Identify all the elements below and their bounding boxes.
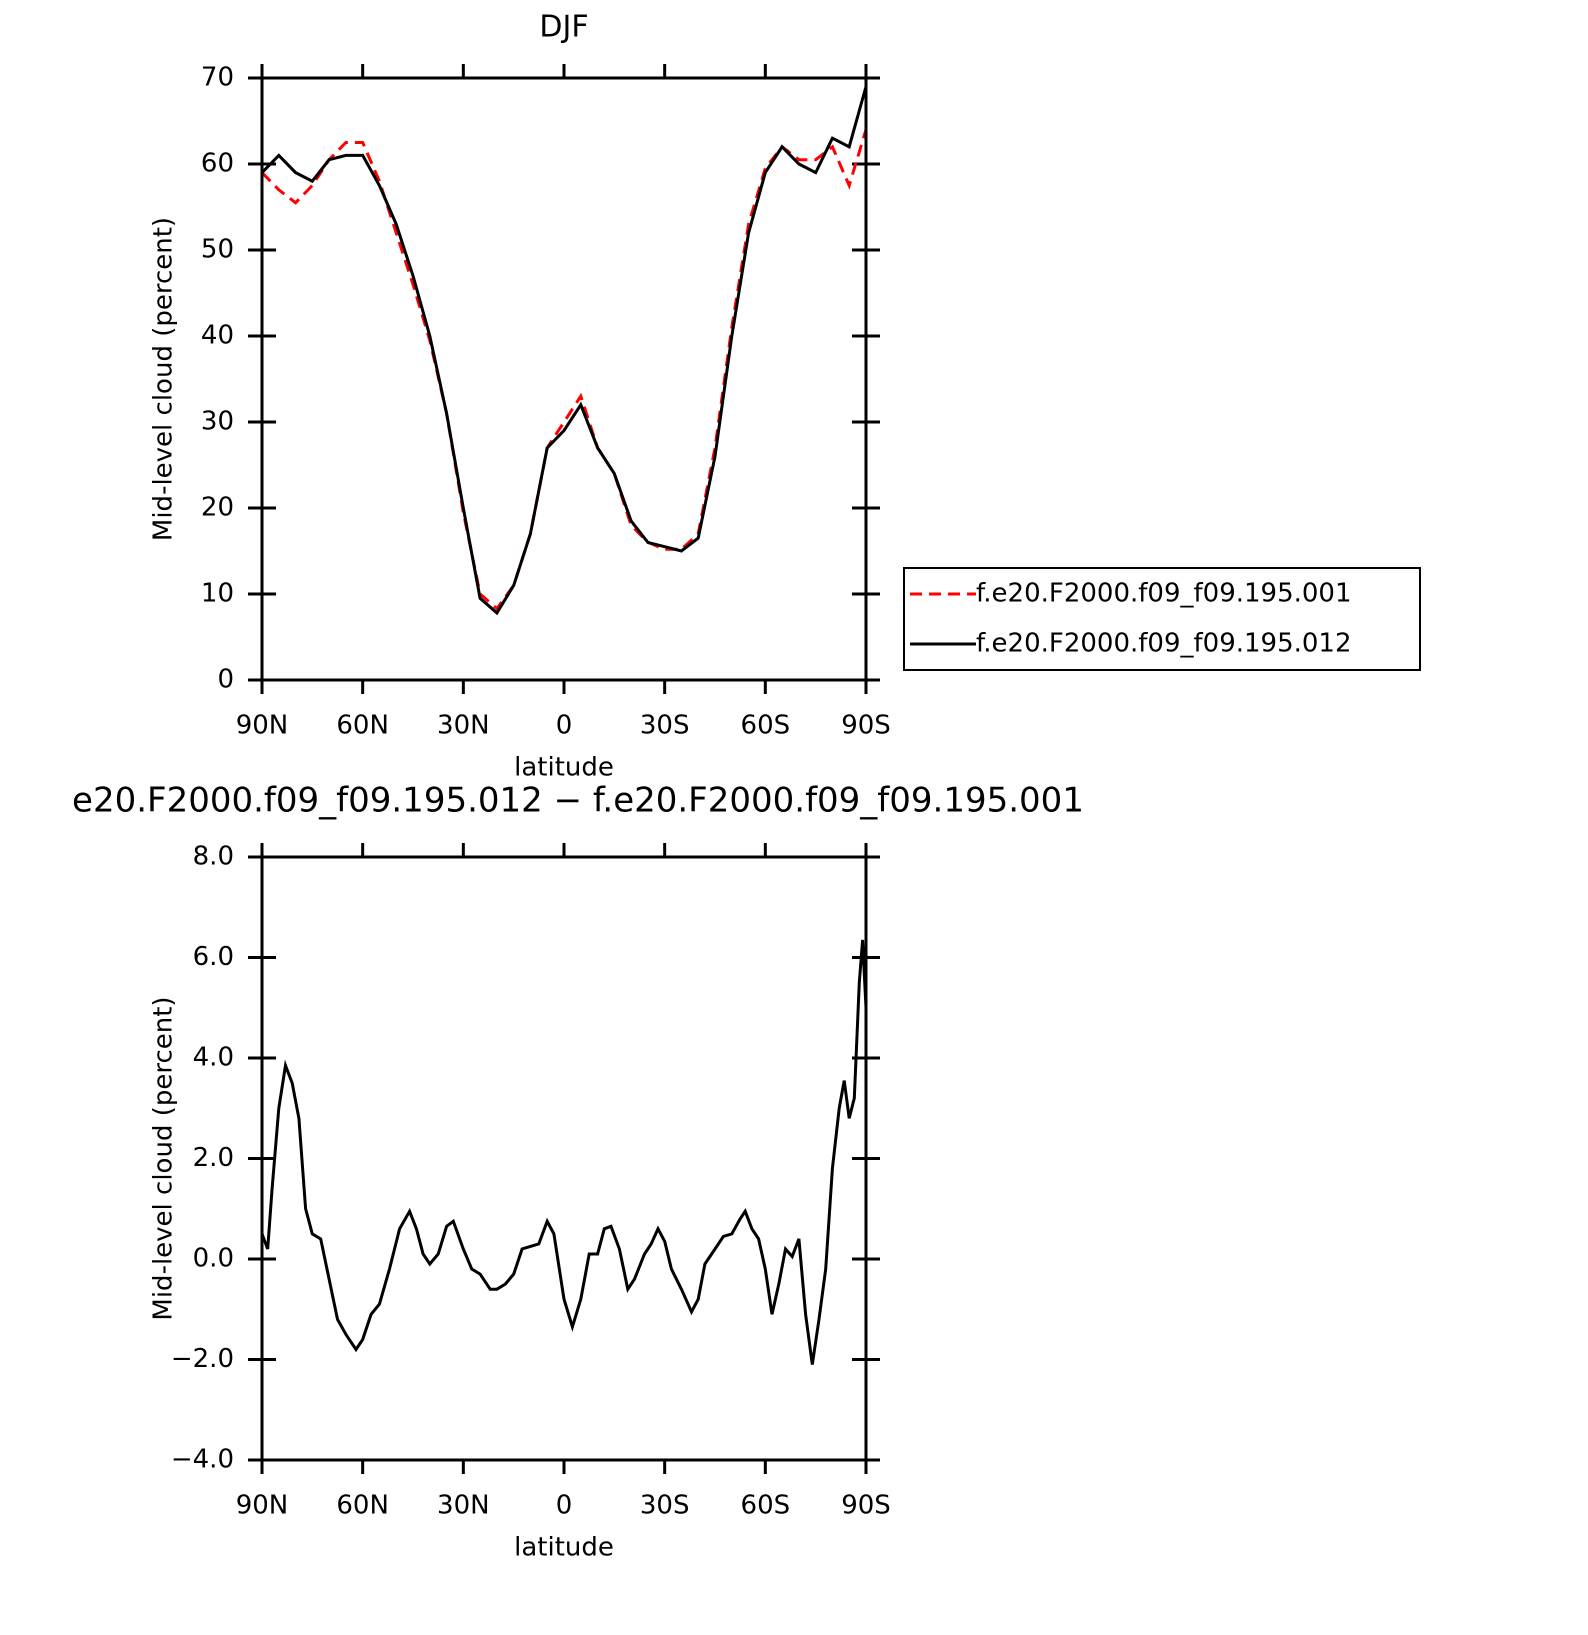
- y-axis-label: Mid-level cloud (percent): [149, 217, 179, 541]
- legend-label: f.e20.F2000.f09_f09.195.001: [976, 579, 1352, 609]
- y-tick-label: 60: [201, 149, 234, 179]
- x-tick-label: 90S: [841, 1491, 891, 1521]
- x-tick-label: 30N: [437, 711, 490, 741]
- plot-frame: [260, 855, 868, 1462]
- y-tick-label: 70: [201, 63, 234, 93]
- legend-label: f.e20.F2000.f09_f09.195.012: [976, 629, 1352, 659]
- x-tick-label: 0: [556, 1491, 573, 1521]
- x-tick-label: 30S: [640, 1491, 690, 1521]
- y-tick-label: 40: [201, 321, 234, 351]
- y-tick-label: −2.0: [171, 1344, 234, 1374]
- x-tick-label: 60N: [336, 711, 389, 741]
- plot-frame: [260, 76, 868, 682]
- series-line: [262, 129, 866, 611]
- x-tick-label: 90N: [236, 711, 289, 741]
- legend-box: [903, 567, 1421, 671]
- x-tick-label: 60N: [336, 1491, 389, 1521]
- series-line: [262, 939, 866, 1365]
- x-tick-label: 60S: [741, 711, 791, 741]
- series-line: [262, 86, 866, 616]
- y-tick-label: 20: [201, 493, 234, 523]
- x-tick-label: 30N: [437, 1491, 490, 1521]
- chart-title: e20.F2000.f09_f09.195.012 − f.e20.F2000.…: [72, 781, 1084, 821]
- y-tick-label: 8.0: [193, 842, 234, 872]
- x-axis-label: latitude: [514, 1533, 614, 1563]
- y-tick-label: 2.0: [193, 1143, 234, 1173]
- y-tick-label: 30: [201, 407, 234, 437]
- y-tick-label: −4.0: [171, 1445, 234, 1475]
- x-tick-label: 0: [556, 711, 573, 741]
- y-tick-label: 4.0: [193, 1043, 234, 1073]
- x-axis-label: latitude: [514, 753, 614, 783]
- y-tick-label: 0: [217, 665, 234, 695]
- y-tick-label: 0.0: [193, 1244, 234, 1274]
- y-axis-label: Mid-level cloud (percent): [149, 996, 179, 1320]
- x-tick-label: 90S: [841, 711, 891, 741]
- y-tick-label: 50: [201, 235, 234, 265]
- y-tick-label: 10: [201, 579, 234, 609]
- y-tick-label: 6.0: [193, 942, 234, 972]
- chart-title: DJF: [539, 10, 588, 45]
- x-tick-label: 60S: [741, 1491, 791, 1521]
- x-tick-label: 90N: [236, 1491, 289, 1521]
- x-tick-label: 30S: [640, 711, 690, 741]
